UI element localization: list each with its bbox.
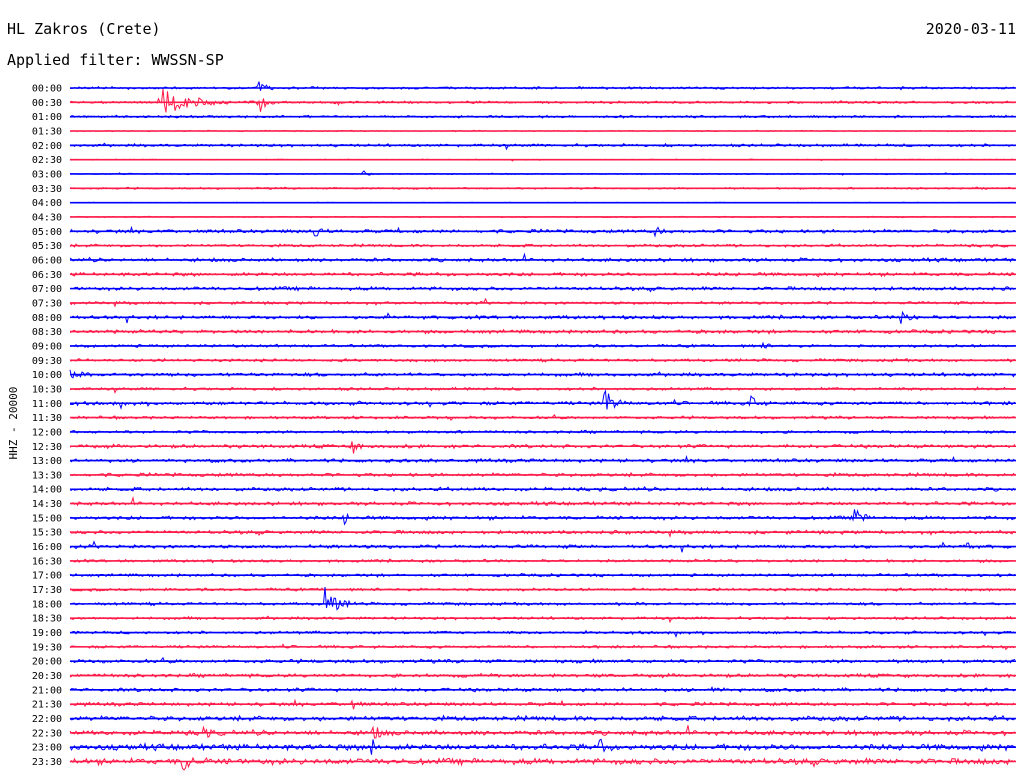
time-label: 03:30 — [32, 184, 62, 195]
time-label: 12:00 — [32, 427, 62, 438]
trace-line — [69, 441, 1016, 454]
time-label: 09:30 — [32, 356, 62, 367]
time-label: 01:00 — [32, 112, 62, 123]
filter-label: Applied filter: WWSSN-SP — [7, 51, 224, 69]
trace-line — [69, 142, 1016, 151]
traces — [69, 81, 1016, 771]
station-title: HL Zakros (Crete) — [7, 20, 161, 38]
time-label: 15:00 — [32, 513, 62, 524]
trace-line — [69, 529, 1016, 538]
time-label: 00:00 — [32, 84, 62, 95]
trace-line — [69, 455, 1016, 464]
time-label: 20:30 — [32, 671, 62, 682]
time-label: 05:30 — [32, 241, 62, 252]
time-labels: 00:00 00:30 01:00 01:30 02:00 02:30 03:00 03:30… — [32, 84, 62, 769]
time-label: 19:30 — [32, 642, 62, 653]
trace-line — [69, 386, 1016, 394]
time-label: 22:00 — [32, 714, 62, 725]
time-label: 20:00 — [32, 657, 62, 668]
time-label: 19:00 — [32, 628, 62, 639]
time-label: 07:00 — [32, 284, 62, 295]
date-label: 2020-03-11 — [925, 20, 1016, 38]
time-label: 02:00 — [32, 141, 62, 152]
trace-line — [69, 615, 1016, 624]
time-label: 11:30 — [32, 413, 62, 424]
time-label: 01:30 — [32, 126, 62, 137]
time-label: 16:00 — [32, 542, 62, 553]
trace-line — [69, 252, 1016, 263]
trace-line — [69, 389, 1016, 410]
time-label: 06:30 — [32, 270, 62, 281]
time-label: 17:00 — [32, 571, 62, 582]
time-label: 10:30 — [32, 384, 62, 395]
time-label: 17:30 — [32, 585, 62, 596]
time-label: 14:30 — [32, 499, 62, 510]
time-label: 18:00 — [32, 599, 62, 610]
time-label: 16:30 — [32, 556, 62, 567]
time-label: 10:00 — [32, 370, 62, 381]
time-label: 18:30 — [32, 614, 62, 625]
time-label: 22:30 — [32, 728, 62, 739]
time-label: 12:30 — [32, 442, 62, 453]
trace-line — [69, 672, 1016, 679]
time-label: 09:00 — [32, 341, 62, 352]
time-label: 14:00 — [32, 485, 62, 496]
trace-line — [69, 369, 1016, 379]
time-label: 02:30 — [32, 155, 62, 166]
time-label: 03:00 — [32, 169, 62, 180]
time-label: 13:30 — [32, 470, 62, 481]
time-label: 13:00 — [32, 456, 62, 467]
time-label: 15:30 — [32, 528, 62, 539]
trace-line — [70, 629, 1016, 638]
time-label: 04:00 — [32, 198, 62, 209]
time-label: 23:00 — [32, 743, 62, 754]
trace-line — [69, 509, 1015, 526]
time-label: 06:00 — [32, 255, 62, 266]
trace-line — [69, 756, 1016, 771]
time-label: 07:30 — [32, 298, 62, 309]
time-label: 08:00 — [32, 313, 62, 324]
trace-line — [69, 88, 1016, 113]
time-label: 08:30 — [32, 327, 62, 338]
time-label: 04:30 — [32, 212, 62, 223]
time-label: 05:00 — [32, 227, 62, 238]
time-label: 23:30 — [32, 757, 62, 768]
trace-line — [69, 698, 1016, 710]
time-label: 21:00 — [32, 685, 62, 696]
time-label: 00:30 — [32, 98, 62, 109]
trace-line — [69, 496, 1016, 507]
trace-line — [69, 81, 1016, 91]
time-label: 11:00 — [32, 399, 62, 410]
trace-line — [69, 725, 1016, 739]
time-label: 21:30 — [32, 700, 62, 711]
